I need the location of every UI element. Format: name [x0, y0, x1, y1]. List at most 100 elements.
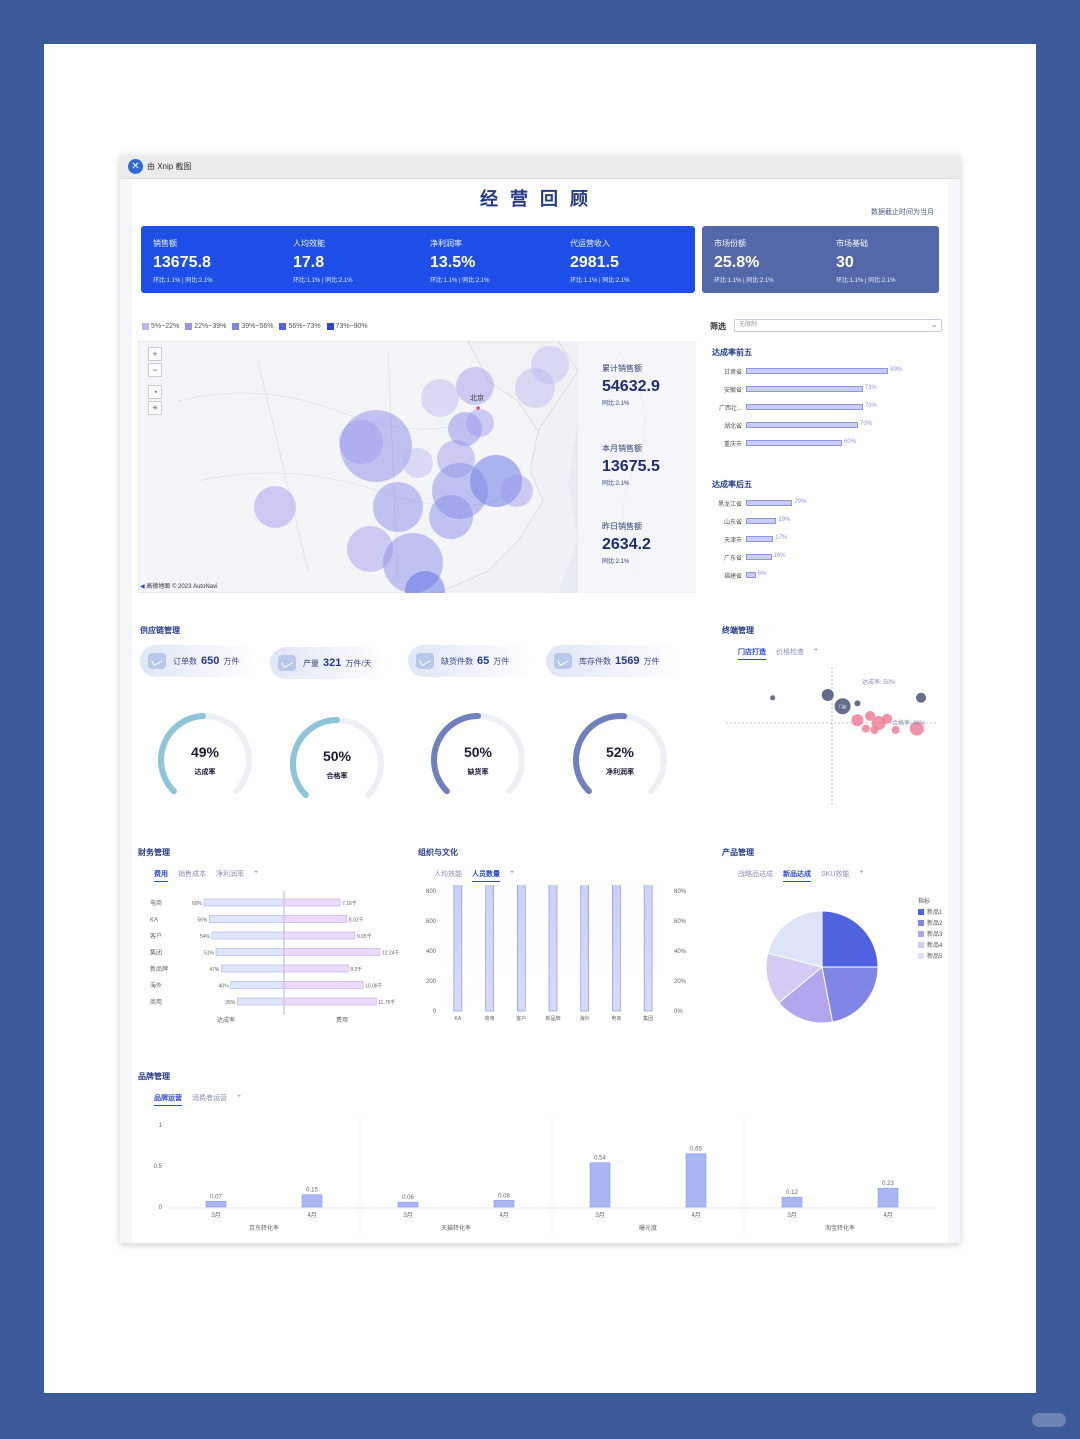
gauge-stockout-rate: 50% 缺货率	[423, 705, 533, 815]
legend-item[interactable]: 新品5	[918, 951, 942, 960]
kpi-label: 净利润率	[430, 239, 462, 248]
rank-bar	[746, 386, 863, 392]
gauge-ring	[573, 713, 667, 795]
finance-value-label: 10.08千	[365, 983, 383, 990]
rank-row[interactable]: 重庆市 60%	[724, 438, 906, 448]
rank-row[interactable]: 黑龙江省 29%	[718, 498, 906, 508]
finance-value-label: 12.24千	[382, 950, 400, 957]
kpi-sales[interactable]: 销售额 13675.8 环比:1.1% | 同比:2.1%	[153, 238, 213, 284]
pill-output[interactable]: 产量 321 万件/天	[270, 647, 390, 679]
map-compass-icon[interactable]: ◔	[148, 385, 162, 399]
add-tab-button[interactable]: +	[510, 869, 515, 876]
map-locate-icon[interactable]: ⌖	[148, 401, 162, 415]
tab-sku[interactable]: SKU效能	[821, 871, 850, 878]
rank-value: 16%	[773, 553, 786, 559]
chevron-down-icon: ⌄	[931, 322, 937, 329]
org-bar	[453, 885, 463, 1012]
finance-rate-label: 35%	[225, 1000, 236, 1006]
filter-select[interactable]: 无限制 ⌄	[734, 319, 942, 332]
map-legend-item[interactable]: 73%~90%	[326, 323, 368, 330]
kpi-label: 销售额	[153, 239, 177, 248]
finance-category-label: 海外	[150, 982, 162, 990]
tab-headcount[interactable]: 人员数量	[472, 869, 500, 882]
map-zoom-out-button[interactable]: −	[148, 363, 162, 377]
kpi-net-margin[interactable]: 净利润率 13.5% 环比:1.1% | 同比:2.1%	[430, 238, 490, 284]
add-tab-button[interactable]: +	[859, 869, 864, 876]
gauge-value: 52%	[605, 744, 635, 760]
brand-group-label: 京东转化率	[249, 1224, 279, 1232]
gauge-fill	[573, 713, 628, 795]
rank-name: 广东省	[723, 556, 742, 562]
supply-chain-title: 供应链管理	[140, 626, 180, 635]
brand-x-tick: 4月	[499, 1212, 508, 1219]
map-legend: 5%~22% 22%~39% 39%~56% 56%~73% 73%~90%	[142, 323, 368, 330]
rank-row[interactable]: 湖北省 70%	[724, 420, 906, 430]
org-bar	[643, 885, 653, 1012]
add-tab-button[interactable]: +	[814, 647, 819, 654]
tab-store[interactable]: 门店打造	[738, 647, 766, 660]
kpi-band-secondary: 市场份额 25.8% 环比:1.1% | 同比:2.1% 市场基础 30 环比:…	[702, 226, 939, 293]
tab-consumer-ops[interactable]: 消费者运营	[192, 1095, 227, 1102]
kpi-change: 环比:1.1% | 同比:2.1%	[153, 278, 213, 284]
product-legend: 指标 新品1 新品2 新品3 新品4 新品5	[918, 896, 942, 962]
rank-row[interactable]: 安徽省 73%	[724, 384, 906, 394]
brand-title: 品牌管理	[138, 1072, 170, 1081]
map-zoom-in-button[interactable]: +	[148, 347, 162, 361]
finance-value-bar	[283, 931, 356, 940]
finance-rate-bar	[215, 948, 285, 956]
legend-item[interactable]: 新品1	[918, 907, 942, 916]
org-bar	[548, 885, 558, 1012]
rank-row[interactable]: 甘肃省 89%	[724, 366, 906, 376]
add-tab-button[interactable]: +	[237, 1093, 242, 1100]
finance-category-label: 客户	[150, 932, 162, 940]
rank-bottom-title: 达成率后五	[712, 480, 752, 489]
kpi-market-base[interactable]: 市场基础 30 环比:1.1% | 同比:2.1%	[836, 238, 896, 284]
finance-rate-bar	[203, 898, 285, 907]
rank-name: 广西壮...	[718, 406, 742, 412]
map-legend-item[interactable]: 39%~56%	[232, 323, 273, 330]
org-y-tick: 800	[426, 889, 437, 895]
rank-row[interactable]: 福建省 6%	[724, 570, 906, 580]
map-stat-month: 本月销售额 13675.5 同比:2.1%	[602, 444, 660, 487]
org-y-tick: 200	[426, 979, 437, 985]
kpi-agency-revenue[interactable]: 代运营收入 2981.5 环比:1.1% | 同比:2.1%	[570, 238, 630, 284]
org-x-tick: KA	[455, 1016, 462, 1022]
window-title: 由 Xnip 截图	[147, 162, 192, 171]
map-stat-cumulative: 累计销售额 54632.9 同比:2.1%	[602, 364, 660, 407]
kpi-per-capita[interactable]: 人均效能 17.8 环比:1.1% | 同比:2.1%	[293, 238, 353, 284]
dashboard-page: 经营回顾 数据截止时间为当月 销售额 13675.8 环比:1.1% | 同比:…	[132, 179, 948, 1243]
org-y-tick: 0	[433, 1009, 437, 1015]
mail-icon	[278, 655, 296, 671]
tab-expense[interactable]: 费用	[154, 869, 168, 882]
kpi-market-share[interactable]: 市场份额 25.8% 环比:1.1% | 同比:2.1%	[714, 238, 774, 284]
pill-stockouts[interactable]: 缺货件数 65 万件	[408, 645, 532, 677]
map-legend-item[interactable]: 5%~22%	[142, 323, 179, 330]
map-legend-item[interactable]: 56%~73%	[279, 323, 321, 330]
finance-panel: 财务管理 费用 销售成本 净利润率 + 电商 60% 7.16千 KA 56% 8.02千…	[132, 839, 404, 1047]
map-legend-item[interactable]: 22%~39%	[185, 323, 226, 330]
tab-brand-ops[interactable]: 品牌运营	[154, 1093, 182, 1106]
rank-row[interactable]: 山东省 19%	[724, 516, 906, 526]
legend-item[interactable]: 新品3	[918, 929, 942, 938]
org-x-tick: 客户	[516, 1015, 526, 1022]
rank-row[interactable]: 天津市 17%	[724, 534, 906, 544]
rank-bar	[746, 422, 858, 428]
legend-item[interactable]: 新品4	[918, 940, 942, 949]
scatter-point	[821, 689, 834, 701]
add-tab-button[interactable]: +	[254, 869, 259, 876]
org-x-tick: 电商	[611, 1015, 621, 1022]
rank-row[interactable]: 广东省 16%	[724, 552, 906, 562]
tab-price-check[interactable]: 价格检查	[776, 649, 804, 656]
legend-item[interactable]: 新品2	[918, 918, 942, 927]
kpi-change: 环比:1.1% | 同比:2.1%	[570, 278, 630, 284]
tab-sales-cost[interactable]: 销售成本	[178, 871, 206, 878]
pill-orders[interactable]: 订单数 650 万件	[140, 645, 258, 677]
brand-bar	[685, 1153, 707, 1208]
tab-net-margin[interactable]: 净利润率	[216, 871, 244, 878]
tab-strategic[interactable]: 战略品达成	[738, 871, 773, 878]
tab-per-capita[interactable]: 人均效能	[434, 871, 462, 878]
rank-row[interactable]: 广西壮... 73%	[719, 402, 906, 412]
tab-new-products[interactable]: 新品达成	[783, 869, 811, 882]
pill-inventory[interactable]: 库存件数 1569 万件	[546, 645, 682, 677]
